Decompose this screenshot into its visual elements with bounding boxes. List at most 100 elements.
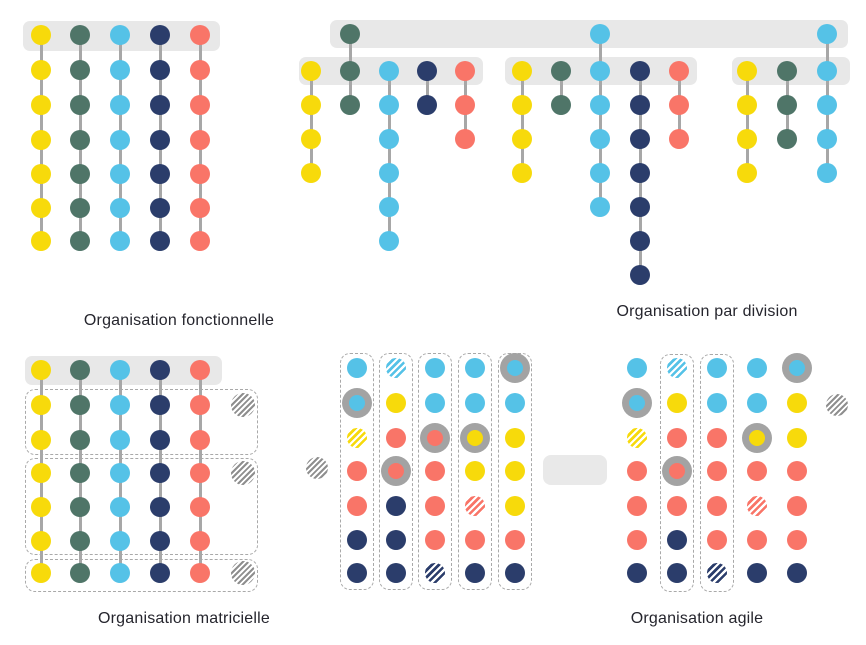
- person-dot: [110, 430, 130, 450]
- person-dot: [190, 463, 210, 483]
- person-dot: [190, 563, 210, 583]
- person-dot: [190, 130, 210, 150]
- team-dashed-box: [418, 353, 452, 590]
- connector-line: [425, 71, 429, 105]
- person-dot: [590, 129, 610, 149]
- manager-ring-dot: [460, 423, 490, 453]
- ring-dot-center: [427, 430, 443, 446]
- person-dot: [379, 129, 399, 149]
- ring-dot-center: [388, 463, 404, 479]
- person-dot: [31, 60, 51, 80]
- person-dot: [347, 496, 367, 516]
- person-dot: [150, 430, 170, 450]
- person-dot: [347, 563, 367, 583]
- person-dot: [590, 197, 610, 217]
- person-dot: [70, 463, 90, 483]
- person-dot: [31, 463, 51, 483]
- person-dot: [417, 61, 437, 81]
- person-dot: [747, 530, 767, 550]
- ring-dot-center: [749, 430, 765, 446]
- person-dot: [110, 198, 130, 218]
- hatched-person-dot: [425, 563, 445, 583]
- person-dot: [630, 129, 650, 149]
- person-dot: [150, 95, 170, 115]
- team-dashed-box: [700, 354, 734, 592]
- team-dashed-box: [25, 389, 258, 455]
- person-dot: [787, 563, 807, 583]
- person-dot: [340, 24, 360, 44]
- person-dot: [707, 461, 727, 481]
- person-dot: [590, 24, 610, 44]
- connector-line: [745, 71, 749, 173]
- person-dot: [455, 129, 475, 149]
- person-dot: [787, 496, 807, 516]
- person-dot: [31, 95, 51, 115]
- person-dot: [737, 61, 757, 81]
- person-dot: [817, 24, 837, 44]
- person-dot: [70, 531, 90, 551]
- person-dot: [747, 358, 767, 378]
- person-dot: [465, 393, 485, 413]
- manager-ring-dot: [500, 353, 530, 383]
- person-dot: [737, 163, 757, 183]
- person-dot: [425, 530, 445, 550]
- hatched-gray-dot: [231, 393, 255, 417]
- ring-dot-center: [789, 360, 805, 376]
- connector-line: [387, 71, 391, 241]
- hatched-person-dot: [707, 563, 727, 583]
- person-dot: [70, 198, 90, 218]
- person-dot: [190, 25, 210, 45]
- hatched-person-dot: [347, 428, 367, 448]
- person-dot: [512, 129, 532, 149]
- person-dot: [667, 496, 687, 516]
- person-dot: [669, 129, 689, 149]
- person-dot: [150, 164, 170, 184]
- hatched-gray-dot: [826, 394, 848, 416]
- person-dot: [31, 231, 51, 251]
- person-dot: [505, 530, 525, 550]
- hatched-person-dot: [627, 428, 647, 448]
- person-dot: [669, 95, 689, 115]
- ring-dot-center: [349, 395, 365, 411]
- person-dot: [190, 164, 210, 184]
- person-dot: [747, 393, 767, 413]
- manager-ring-dot: [342, 388, 372, 418]
- team-dashed-box: [25, 559, 258, 592]
- person-dot: [31, 430, 51, 450]
- person-dot: [627, 496, 647, 516]
- person-dot: [150, 198, 170, 218]
- person-dot: [707, 530, 727, 550]
- person-dot: [110, 497, 130, 517]
- hatched-person-dot: [386, 358, 406, 378]
- person-dot: [551, 95, 571, 115]
- team-dashed-box: [458, 353, 492, 590]
- person-dot: [386, 563, 406, 583]
- person-dot: [301, 163, 321, 183]
- person-dot: [455, 61, 475, 81]
- management-band: [330, 20, 848, 48]
- person-dot: [465, 530, 485, 550]
- hatched-gray-dot: [231, 561, 255, 585]
- person-dot: [505, 496, 525, 516]
- person-dot: [505, 428, 525, 448]
- connector-line: [520, 71, 524, 173]
- person-dot: [150, 360, 170, 380]
- person-dot: [70, 25, 90, 45]
- hatched-person-dot: [747, 496, 767, 516]
- person-dot: [150, 60, 170, 80]
- person-dot: [110, 563, 130, 583]
- person-dot: [190, 60, 210, 80]
- person-dot: [667, 563, 687, 583]
- person-dot: [31, 395, 51, 415]
- person-dot: [190, 231, 210, 251]
- person-dot: [630, 95, 650, 115]
- person-dot: [737, 95, 757, 115]
- person-dot: [590, 61, 610, 81]
- person-dot: [190, 95, 210, 115]
- person-dot: [737, 129, 757, 149]
- person-dot: [627, 563, 647, 583]
- person-dot: [425, 358, 445, 378]
- person-dot: [70, 60, 90, 80]
- person-dot: [70, 360, 90, 380]
